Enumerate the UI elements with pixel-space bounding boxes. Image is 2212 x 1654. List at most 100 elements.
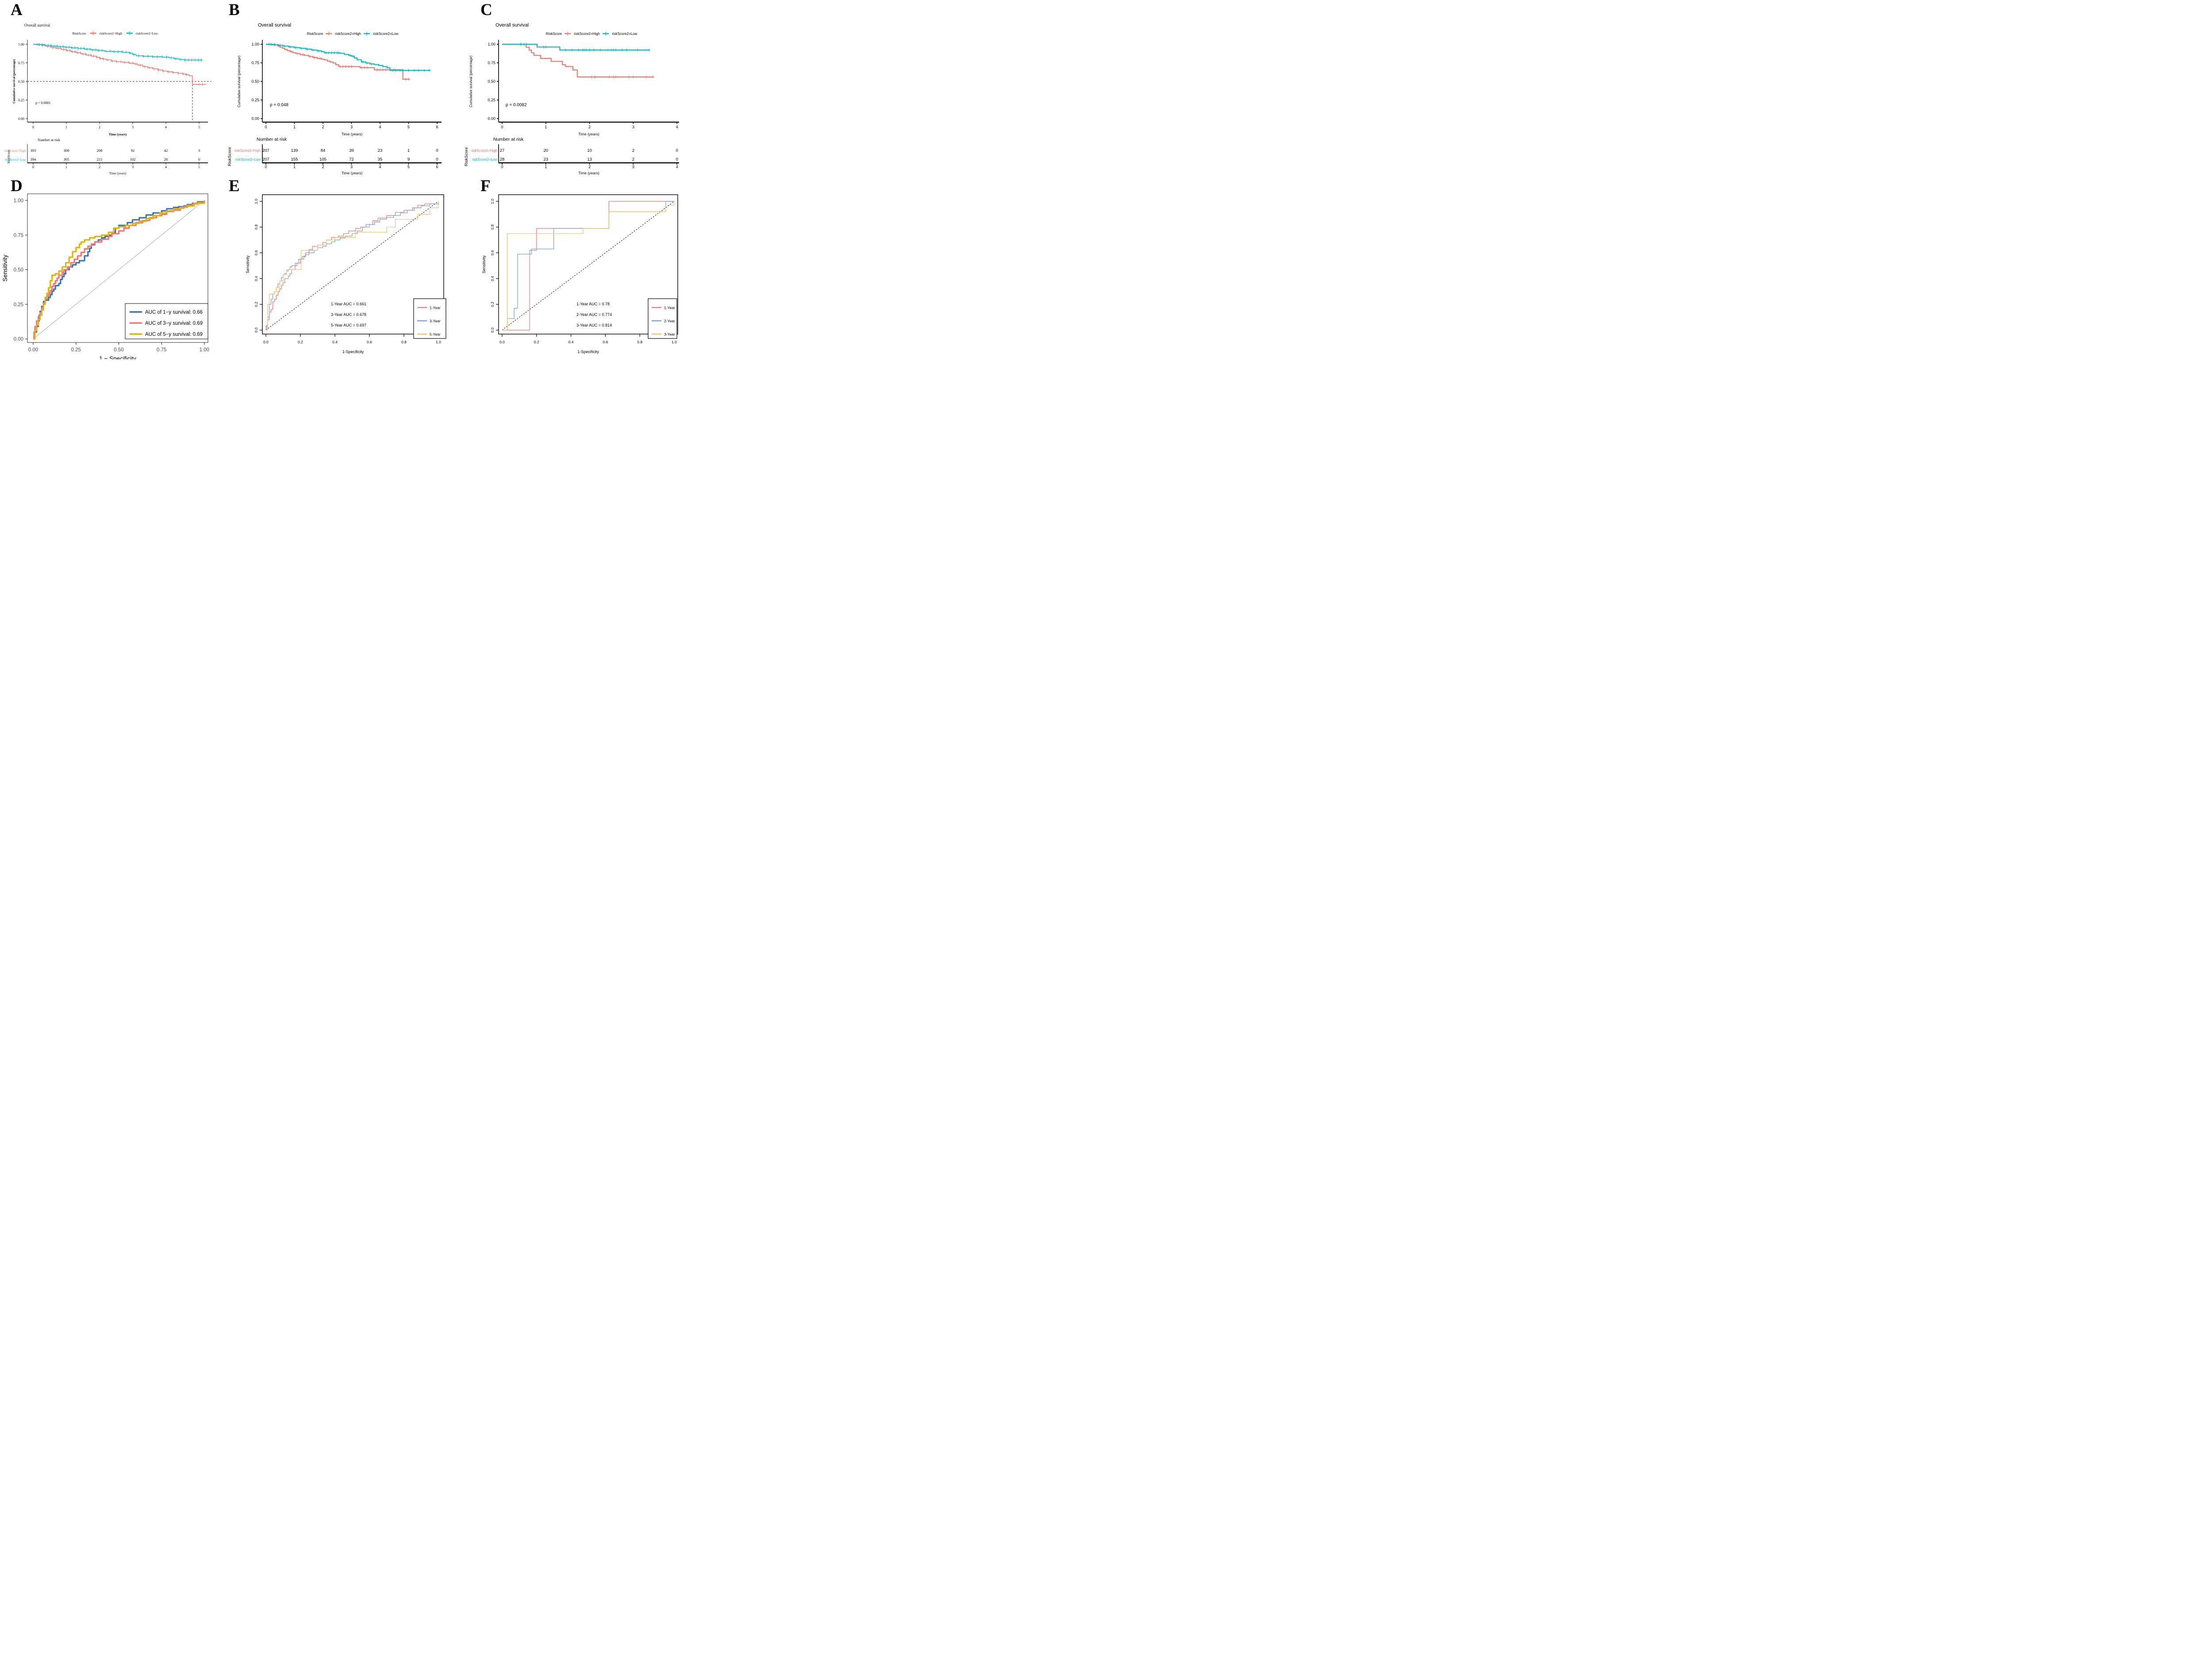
- risk-count: 39: [349, 148, 354, 153]
- y-tick-label: 0.50: [251, 79, 259, 84]
- risk-count: 2: [632, 157, 634, 162]
- x-axis-label: 1 − Specificity: [99, 355, 136, 359]
- risk-x-tick-label: 0: [501, 165, 503, 169]
- x-tick-label: 2: [588, 125, 591, 129]
- p-value: p = 0.0082: [506, 103, 527, 108]
- y-tick-label: 0.50: [488, 79, 495, 84]
- y-axis-label: Sensitivity: [2, 254, 8, 281]
- x-tick-label: 0.8: [401, 340, 407, 344]
- risk-count: 13: [587, 157, 592, 162]
- risk-x-tick-label: 1: [545, 165, 547, 169]
- risk-count: 0: [676, 157, 678, 162]
- risk-x-tick-label: 2: [322, 165, 324, 169]
- legend-label: 3-Year: [664, 332, 675, 337]
- risk-table-header: Number at risk: [38, 138, 61, 142]
- x-axis-label: 1-Specificity: [577, 350, 599, 354]
- legend-label: 5-Year: [430, 332, 441, 337]
- risk-count: 1: [407, 148, 410, 153]
- x-tick-label: 0.0: [499, 340, 505, 344]
- x-tick-label: 4: [165, 125, 167, 129]
- x-tick-label: 1.0: [672, 340, 677, 344]
- legend-label: riskScore2=High: [335, 32, 361, 36]
- roc-curve: [33, 200, 205, 340]
- x-tick-label: 1: [545, 125, 547, 129]
- y-tick-label: 0.6: [254, 250, 258, 255]
- x-tick-label: 0.00: [28, 347, 38, 353]
- x-tick-label: 0: [265, 125, 267, 129]
- km-curve: [33, 44, 203, 61]
- y-tick-label: 0.2: [490, 302, 495, 307]
- auc-annotation: 5-Year AUC = 0.697: [331, 323, 366, 327]
- x-tick-label: 0.6: [603, 340, 608, 344]
- risk-count: 9: [407, 157, 410, 162]
- x-tick-label: 0.75: [157, 347, 166, 353]
- x-tick-label: 0.6: [367, 340, 372, 344]
- risk-count: 26: [164, 157, 168, 162]
- risk-row-label: riskScore2=High: [471, 149, 497, 153]
- risk-count: 208: [97, 148, 103, 153]
- risk-x-tick-label: 5: [407, 165, 410, 169]
- risk-count: 23: [544, 157, 549, 162]
- risk-row-label: riskScore2=Low: [5, 158, 26, 162]
- risk-count: 84: [321, 148, 326, 153]
- risk-count: 393: [31, 148, 36, 153]
- roc-curve: [502, 201, 675, 331]
- auc-annotation: 1-Year AUC = 0.661: [331, 302, 366, 306]
- panel-letter-b: B: [229, 1, 240, 19]
- y-tick-label: 1.00: [488, 42, 495, 46]
- risk-count: 139: [291, 148, 298, 153]
- panel-border: [498, 194, 678, 335]
- risk-count: 42: [164, 148, 168, 153]
- panel-letter-e: E: [229, 177, 240, 195]
- risk-x-tick-label: 3: [350, 165, 353, 169]
- y-tick-label: 0.2: [254, 302, 258, 307]
- risk-x-tick-label: 6: [436, 165, 438, 169]
- risk-x-tick-label: 0: [265, 165, 267, 169]
- six-panel-survival-figure: A B C D E F Overall survival RiskScore ris…: [0, 0, 681, 359]
- risk-row-label: riskScore2=High: [234, 149, 261, 153]
- x-tick-label: 0.25: [71, 347, 81, 353]
- legend-label: riskScore2=Low: [612, 32, 637, 36]
- x-tick-label: 0.8: [637, 340, 642, 344]
- km-curve: [266, 43, 410, 80]
- auc-annotation: 3-Year AUC = 0.678: [331, 312, 366, 317]
- y-tick-label: 1.00: [251, 42, 259, 46]
- x-axis-label: Time (years): [109, 132, 127, 136]
- risk-x-axis-label: Time (years): [342, 171, 363, 175]
- risk-x-tick-label: 3: [132, 165, 134, 169]
- risk-count: 35: [378, 157, 383, 162]
- risk-count: 207: [262, 157, 269, 162]
- x-tick-label: 0.0: [263, 340, 269, 344]
- km-curve: [266, 43, 430, 71]
- km-curve: [33, 44, 206, 85]
- y-axis-label: Cumulative survival (percentage): [469, 55, 473, 107]
- diagonal-reference: [33, 200, 205, 339]
- risk-x-axis-label: Time (years): [109, 171, 127, 175]
- roc-plot-f: 0.0 0.0 0.2 0.2 0.4 0.4 0.6 0.6 0.8 0.8 1.0 1.0 1-Sp…: [482, 194, 678, 354]
- y-tick-label: 0.8: [490, 224, 495, 230]
- roc-curve: [33, 200, 205, 340]
- y-tick-label: 0.00: [18, 117, 24, 121]
- x-tick-label: 0.50: [114, 347, 123, 353]
- legend-box: [413, 298, 446, 339]
- risk-x-axis-label: Time (years): [578, 171, 599, 175]
- risk-count: 207: [262, 148, 269, 153]
- x-axis-label: 1-Specificity: [342, 350, 364, 354]
- y-tick-label: 0.75: [251, 61, 259, 65]
- legend-label: AUC of 1−y survival: 0.66: [145, 310, 203, 315]
- risk-x-tick-label: 3: [632, 165, 634, 169]
- x-axis-label: Time (years): [342, 132, 363, 136]
- panel-letter-c: C: [480, 1, 492, 19]
- risk-count: 305: [64, 157, 69, 162]
- risk-x-tick-label: 5: [198, 165, 200, 169]
- km-curve: [502, 43, 654, 77]
- roc-curve: [266, 201, 439, 331]
- risk-x-tick-label: 1: [293, 165, 296, 169]
- risk-count: 2: [632, 148, 634, 153]
- p-value: p < 0.0001: [35, 101, 51, 105]
- y-tick-label: 0.6: [490, 250, 495, 255]
- km-curve: [502, 43, 650, 51]
- x-tick-label: 6: [436, 125, 438, 129]
